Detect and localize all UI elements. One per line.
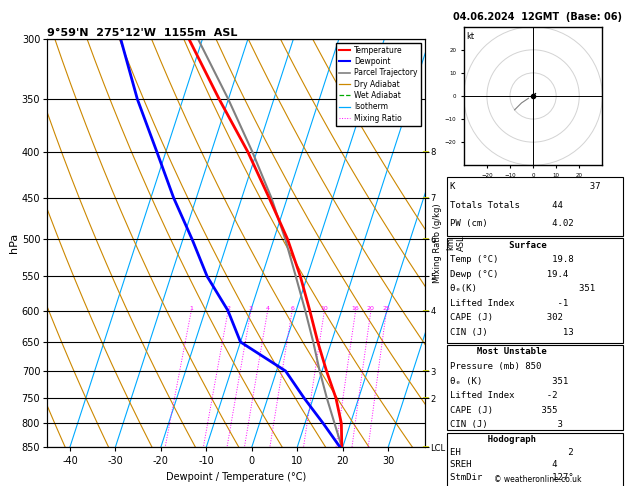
Text: 10: 10 — [321, 306, 328, 311]
Text: Pressure (mb) 850: Pressure (mb) 850 — [450, 362, 541, 371]
Text: θₑ (K)             351: θₑ (K) 351 — [450, 377, 568, 386]
Text: 16: 16 — [352, 306, 360, 311]
Text: 20: 20 — [367, 306, 375, 311]
X-axis label: Dewpoint / Temperature (°C): Dewpoint / Temperature (°C) — [166, 472, 306, 482]
Text: CIN (J)             3: CIN (J) 3 — [450, 420, 562, 430]
Text: 2: 2 — [226, 306, 230, 311]
Text: 04.06.2024  12GMT  (Base: 06): 04.06.2024 12GMT (Base: 06) — [453, 12, 622, 22]
Text: Most Unstable: Most Unstable — [450, 347, 547, 357]
Y-axis label: hPa: hPa — [9, 233, 19, 253]
Text: Lifted Index        -1: Lifted Index -1 — [450, 299, 568, 308]
Y-axis label: km
ASL: km ASL — [447, 235, 466, 251]
Text: 4: 4 — [265, 306, 270, 311]
Text: Lifted Index      -2: Lifted Index -2 — [450, 391, 557, 400]
Text: 6: 6 — [290, 306, 294, 311]
Text: ─: ─ — [421, 234, 428, 244]
Text: PW (cm)            4.02: PW (cm) 4.02 — [450, 219, 574, 228]
Text: ─: ─ — [421, 306, 428, 315]
Text: θₑ(K)                   351: θₑ(K) 351 — [450, 284, 595, 294]
Text: Surface: Surface — [450, 241, 547, 250]
Text: ─: ─ — [421, 442, 428, 452]
Text: CIN (J)              13: CIN (J) 13 — [450, 328, 574, 337]
Text: ─: ─ — [421, 147, 428, 156]
Text: Totals Totals      44: Totals Totals 44 — [450, 201, 562, 210]
Text: K                         37: K 37 — [450, 182, 600, 191]
Text: Temp (°C)          19.8: Temp (°C) 19.8 — [450, 255, 574, 264]
Text: ─: ─ — [421, 393, 428, 403]
Text: 1: 1 — [189, 306, 193, 311]
Text: CAPE (J)          302: CAPE (J) 302 — [450, 313, 562, 323]
Text: CAPE (J)         355: CAPE (J) 355 — [450, 406, 557, 415]
Text: ─: ─ — [421, 193, 428, 203]
Text: Hodograph: Hodograph — [450, 435, 536, 444]
Text: 9°59'N  275°12'W  1155m  ASL: 9°59'N 275°12'W 1155m ASL — [47, 28, 238, 38]
Text: kt: kt — [467, 32, 475, 41]
Text: © weatheronline.co.uk: © weatheronline.co.uk — [494, 474, 582, 484]
Text: EH                    2: EH 2 — [450, 448, 574, 457]
Text: ─: ─ — [421, 366, 428, 376]
Text: Dewp (°C)         19.4: Dewp (°C) 19.4 — [450, 270, 568, 279]
Text: SREH               4: SREH 4 — [450, 460, 557, 469]
Text: 25: 25 — [382, 306, 391, 311]
Text: Mixing Ratio (g/kg): Mixing Ratio (g/kg) — [433, 203, 442, 283]
Text: 3: 3 — [249, 306, 253, 311]
Legend: Temperature, Dewpoint, Parcel Trajectory, Dry Adiabat, Wet Adiabat, Isotherm, Mi: Temperature, Dewpoint, Parcel Trajectory… — [336, 43, 421, 125]
Text: StmDir             127°: StmDir 127° — [450, 473, 574, 482]
